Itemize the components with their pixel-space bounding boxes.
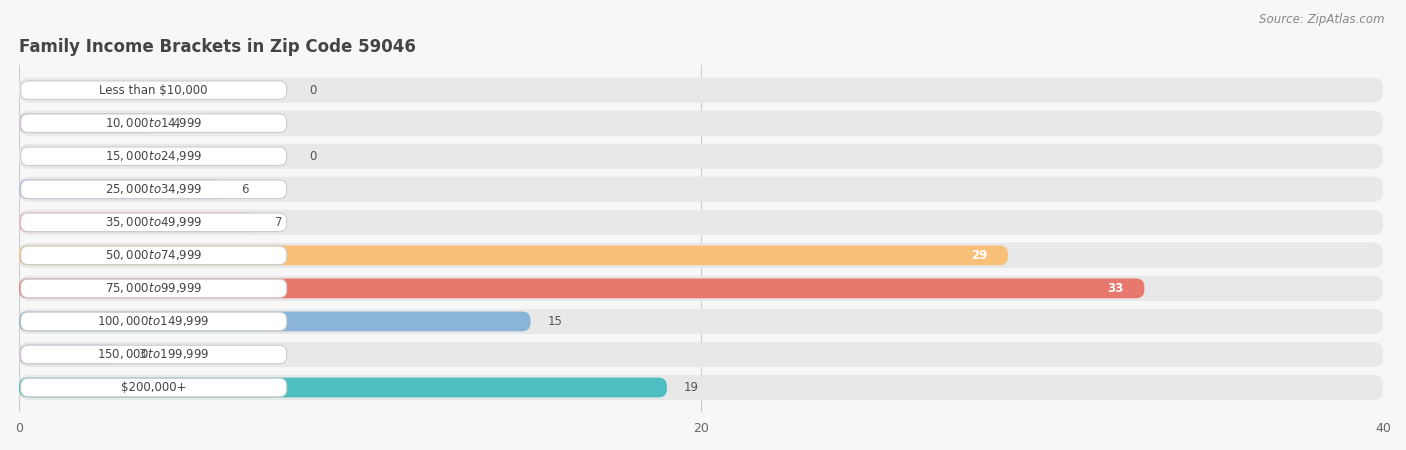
FancyBboxPatch shape [21,81,287,99]
Text: $10,000 to $14,999: $10,000 to $14,999 [105,116,202,130]
Text: 7: 7 [274,216,283,229]
Text: 0: 0 [309,84,316,97]
FancyBboxPatch shape [20,210,1384,235]
FancyBboxPatch shape [20,375,1384,400]
Text: $35,000 to $49,999: $35,000 to $49,999 [105,215,202,230]
FancyBboxPatch shape [20,309,1384,334]
FancyBboxPatch shape [21,345,287,364]
Text: 0: 0 [309,150,316,163]
FancyBboxPatch shape [20,144,1384,169]
Text: $15,000 to $24,999: $15,000 to $24,999 [105,149,202,163]
Text: 6: 6 [240,183,249,196]
FancyBboxPatch shape [20,177,1384,202]
FancyBboxPatch shape [20,342,1384,367]
Text: $50,000 to $74,999: $50,000 to $74,999 [105,248,202,262]
FancyBboxPatch shape [20,77,1384,103]
FancyBboxPatch shape [20,111,1384,136]
FancyBboxPatch shape [20,113,156,133]
Text: $150,000 to $199,999: $150,000 to $199,999 [97,347,209,361]
FancyBboxPatch shape [21,180,287,198]
FancyBboxPatch shape [20,311,530,331]
FancyBboxPatch shape [20,245,1008,265]
FancyBboxPatch shape [21,246,287,265]
FancyBboxPatch shape [20,378,666,397]
Text: 4: 4 [173,117,180,130]
Text: 33: 33 [1108,282,1123,295]
Text: 29: 29 [972,249,987,262]
Text: $75,000 to $99,999: $75,000 to $99,999 [105,281,202,295]
Text: Less than $10,000: Less than $10,000 [100,84,208,97]
FancyBboxPatch shape [20,212,257,232]
Text: Source: ZipAtlas.com: Source: ZipAtlas.com [1260,14,1385,27]
Text: $100,000 to $149,999: $100,000 to $149,999 [97,315,209,328]
FancyBboxPatch shape [20,345,121,364]
FancyBboxPatch shape [21,312,287,331]
Text: $25,000 to $34,999: $25,000 to $34,999 [105,182,202,196]
FancyBboxPatch shape [21,279,287,297]
Text: 3: 3 [138,348,146,361]
FancyBboxPatch shape [21,114,287,132]
FancyBboxPatch shape [21,147,287,166]
FancyBboxPatch shape [20,243,1384,268]
Text: $200,000+: $200,000+ [121,381,187,394]
FancyBboxPatch shape [20,276,1384,301]
Text: 19: 19 [683,381,699,394]
Text: Family Income Brackets in Zip Code 59046: Family Income Brackets in Zip Code 59046 [20,37,416,55]
FancyBboxPatch shape [21,378,287,397]
FancyBboxPatch shape [21,213,287,232]
FancyBboxPatch shape [20,279,1144,298]
Text: 15: 15 [547,315,562,328]
FancyBboxPatch shape [20,180,224,199]
